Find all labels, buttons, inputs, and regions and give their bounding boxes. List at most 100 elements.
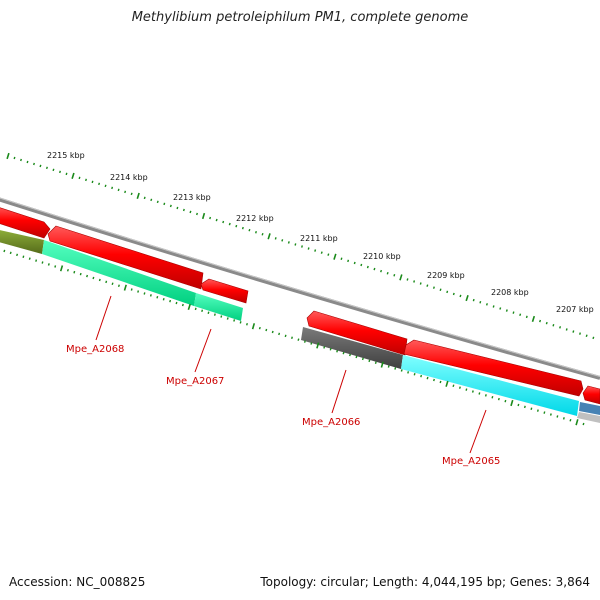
minor-tick: [374, 361, 377, 364]
minor-tick: [559, 326, 562, 329]
minor-tick: [22, 255, 25, 258]
minor-tick: [439, 288, 442, 292]
minor-tick: [228, 222, 231, 226]
minor-tick: [458, 386, 461, 389]
major-tick: [575, 419, 579, 426]
kbp-label-2207: 2207 kbp: [556, 305, 594, 314]
minor-tick: [130, 288, 133, 291]
minor-tick: [519, 313, 522, 317]
minor-tick: [552, 324, 555, 327]
minor-tick: [523, 405, 526, 409]
minor-tick: [394, 367, 397, 370]
minor-tick: [491, 396, 494, 399]
cds-arrow-mpe-a2068[interactable]: [0, 206, 51, 239]
minor-tick: [539, 319, 542, 323]
minor-tick: [111, 186, 114, 190]
minor-tick: [380, 269, 383, 273]
gene-label-mpe-a2067[interactable]: Mpe_A2067: [166, 376, 224, 387]
major-tick: [510, 399, 514, 407]
feature-seagreen-2[interactable]: [194, 293, 243, 321]
minor-tick: [59, 170, 61, 174]
kbp-label-2209: 2209 kbp: [427, 271, 465, 280]
minor-tick: [472, 298, 475, 302]
major-tick: [201, 212, 206, 220]
minor-tick: [497, 397, 500, 401]
minor-tick: [340, 257, 343, 260]
leader-mpe-a2065: [469, 409, 487, 454]
minor-tick: [355, 355, 358, 359]
minor-tick: [360, 263, 363, 267]
minor-tick: [297, 338, 300, 341]
minor-tick: [426, 376, 429, 380]
gene-label-mpe-a2066[interactable]: Mpe_A2066: [302, 417, 360, 428]
cds-arrow-mpe-a2067b[interactable]: [200, 278, 249, 304]
minor-tick: [499, 307, 502, 310]
leader-mpe-a2068: [95, 295, 112, 341]
minor-tick: [579, 332, 581, 335]
minor-tick: [52, 168, 55, 172]
minor-tick: [246, 323, 248, 326]
minor-tick: [196, 212, 198, 216]
cds-arrow-mpe-a2066[interactable]: [306, 310, 408, 356]
inner-tick-marks: [3, 249, 585, 426]
kbp-labels: 2215 kbp 2214 kbp 2213 kbp 2212 kbp 2211…: [47, 151, 594, 314]
major-tick: [251, 323, 256, 330]
feature-lightgray[interactable]: [577, 412, 600, 423]
minor-tick: [149, 294, 152, 297]
minor-tick: [525, 315, 528, 319]
minor-tick: [20, 158, 22, 162]
minor-tick: [393, 274, 396, 277]
minor-tick: [492, 305, 495, 308]
minor-tick: [117, 188, 120, 192]
minor-tick: [347, 259, 350, 263]
minor-tick: [162, 298, 165, 301]
minor-tick: [278, 332, 281, 336]
minor-tick: [163, 202, 166, 206]
genome-summary-text: Topology: circular; Length: 4,044,195 bp…: [260, 575, 590, 589]
feature-cyan[interactable]: [401, 355, 579, 416]
minor-tick: [432, 286, 435, 289]
minor-tick: [3, 249, 6, 253]
minor-tick: [28, 257, 31, 260]
minor-tick: [446, 290, 449, 294]
minor-tick: [194, 307, 197, 311]
gene-label-mpe-a2065[interactable]: Mpe_A2065: [442, 456, 500, 467]
minor-tick: [73, 270, 76, 274]
minor-tick: [545, 321, 548, 325]
major-tick: [123, 284, 127, 291]
minor-tick: [98, 278, 101, 282]
minor-tick: [241, 226, 244, 230]
minor-tick: [176, 206, 179, 210]
minor-tick: [35, 259, 38, 262]
minor-tick: [320, 251, 323, 254]
minor-tick: [303, 340, 306, 343]
major-tick: [333, 253, 337, 260]
feature-steelblue[interactable]: [579, 402, 600, 415]
minor-tick: [47, 263, 50, 266]
minor-tick: [98, 182, 101, 186]
minor-tick: [387, 365, 390, 368]
cds-arrow-edge[interactable]: [582, 385, 600, 405]
accession-text: Accession: NC_008825: [9, 575, 146, 589]
minor-tick: [572, 330, 575, 333]
major-tick: [267, 233, 271, 240]
minor-tick: [150, 198, 153, 202]
minor-tick: [342, 351, 345, 355]
gene-label-mpe-a2068[interactable]: Mpe_A2068: [66, 344, 124, 355]
minor-tick: [294, 243, 297, 246]
minor-tick: [406, 278, 409, 281]
major-tick: [399, 274, 403, 281]
minor-tick: [484, 394, 487, 397]
minor-tick: [323, 346, 326, 349]
kbp-label-2210: 2210 kbp: [363, 252, 401, 261]
feature-seagreen-1[interactable]: [42, 240, 196, 306]
feature-olive[interactable]: [0, 229, 44, 254]
minor-tick: [33, 162, 35, 166]
cds-arrow-mpe-a2067[interactable]: [47, 225, 204, 290]
minor-tick: [265, 328, 268, 332]
feature-gray[interactable]: [301, 327, 403, 369]
minor-tick: [156, 296, 159, 299]
minor-tick: [426, 284, 429, 287]
cds-arrow-mpe-a2065[interactable]: [403, 339, 584, 397]
